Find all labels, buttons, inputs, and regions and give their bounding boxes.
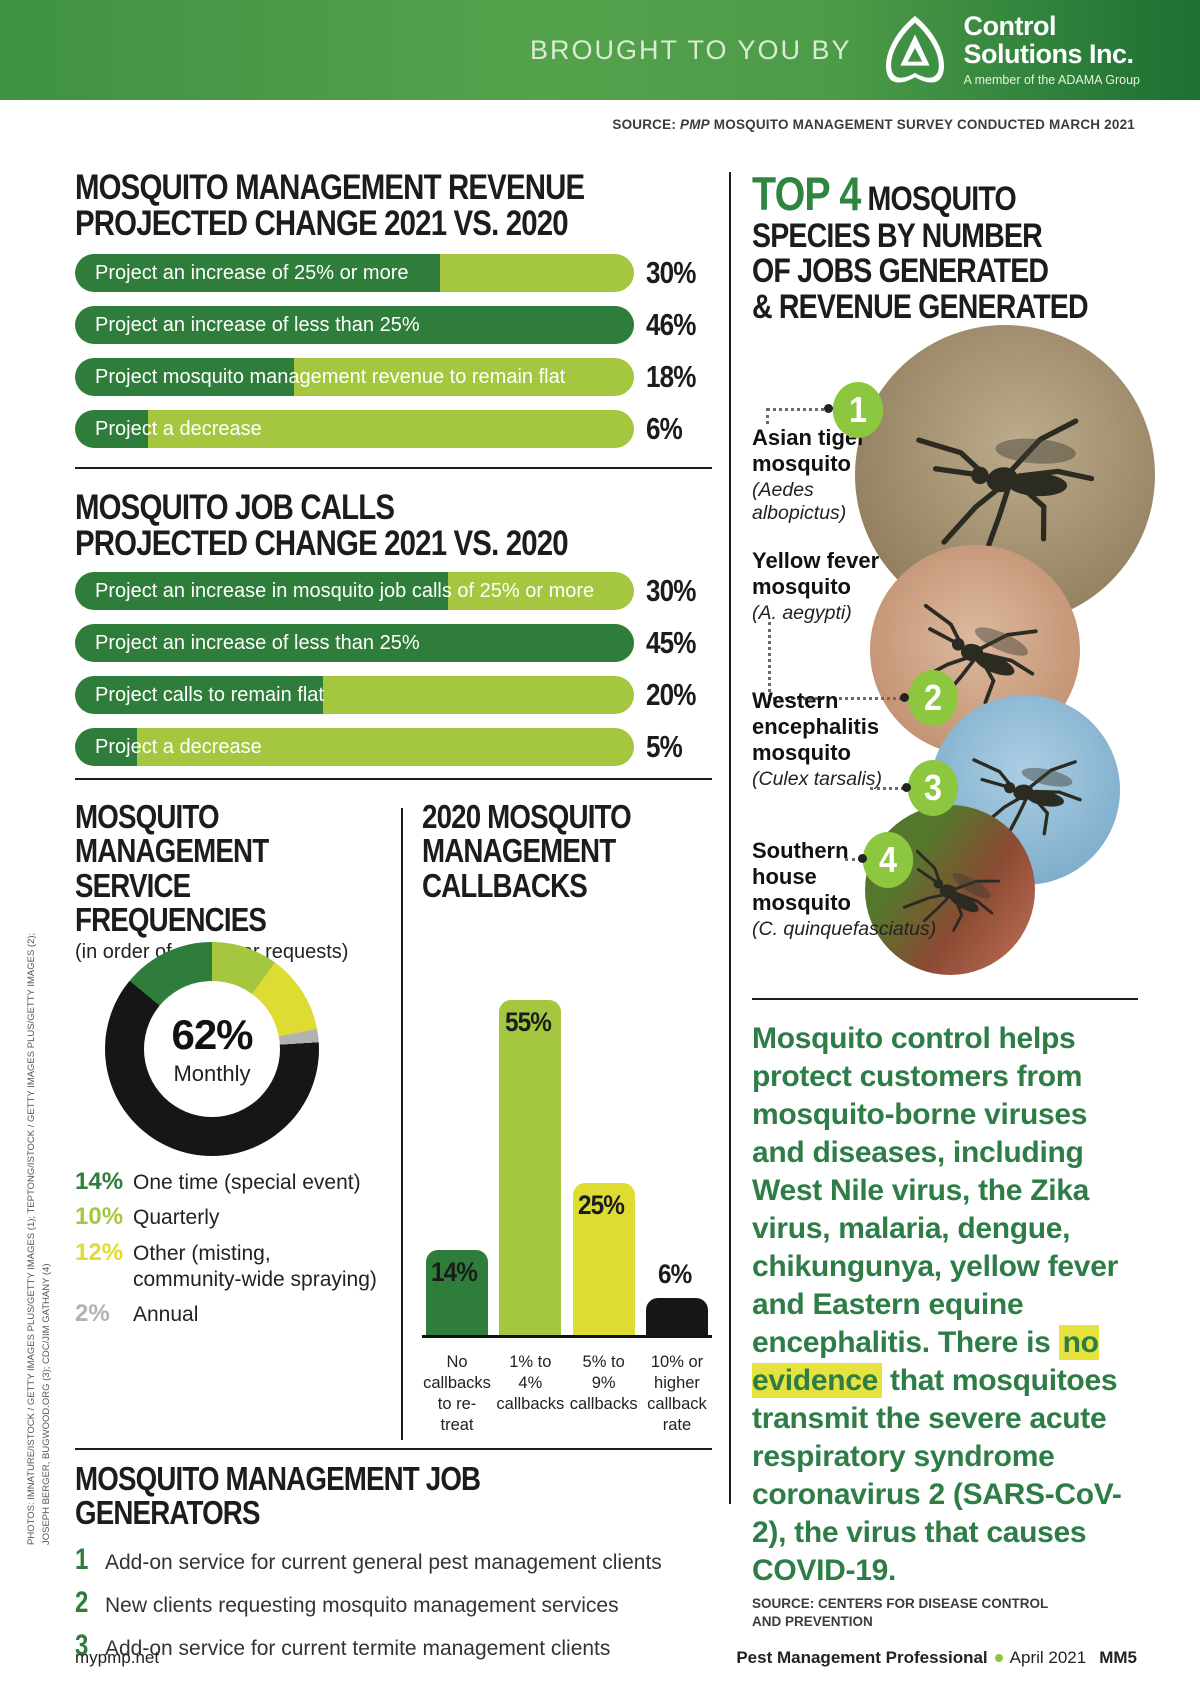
- donut-legend: 14% One time (special event) 10% Quarter…: [75, 1168, 395, 1335]
- bar-value: 25%: [578, 1189, 625, 1220]
- section-divider: [75, 467, 712, 469]
- bullet-icon: [994, 1654, 1003, 1662]
- header-banner: BROUGHT TO YOU BY Control Solutions Inc.…: [0, 0, 1200, 100]
- species-number-badge: 4: [862, 832, 914, 888]
- species-label-2: Yellow fever mosquito (A. aegypti): [752, 548, 880, 624]
- section-divider: [75, 1448, 712, 1450]
- bar-value: 46%: [646, 307, 696, 342]
- callbacks-x-labels: No callbacks to re-treat 1% to 4% callba…: [422, 1352, 712, 1436]
- bar-column: 25%: [572, 1000, 635, 1335]
- calls-chart-title: MOSQUITO JOB CALLS PROJECTED CHANGE 2021…: [75, 488, 569, 564]
- species-number-badge: 2: [907, 670, 959, 726]
- x-label: No callbacks to re-treat: [423, 1353, 491, 1435]
- photo-credits: PHOTOS: IMNATURE/ISTOCK / GETTY IMAGES P…: [26, 932, 53, 1545]
- bar-value: 18%: [646, 359, 696, 394]
- bar-value: 55%: [504, 1007, 552, 1037]
- donut-center-label: Monthly: [173, 1061, 251, 1086]
- bar-column: 55%: [499, 1000, 562, 1335]
- x-label: 1% to 4% callbacks: [496, 1353, 565, 1414]
- species-photo-4: [865, 805, 1035, 975]
- species-number-badge: 3: [907, 760, 959, 816]
- list-item: 2 New clients requesting mosquito manage…: [75, 1585, 619, 1619]
- calls-bar-chart: Project an increase in mosquito job call…: [75, 572, 712, 780]
- bar-value: 30%: [646, 255, 696, 290]
- bar-value: 20%: [646, 677, 696, 712]
- source-publication: PMP: [679, 117, 710, 132]
- bar-value: 45%: [646, 625, 696, 660]
- bar-row: Project a decrease 5%: [75, 728, 712, 766]
- survey-source-line: SOURCE: PMP MOSQUITO MANAGEMENT SURVEY C…: [612, 117, 1135, 132]
- leader-dot: [900, 693, 909, 702]
- bar-row: Project a decrease 6%: [75, 410, 712, 448]
- donut-center-value: 62%: [171, 1011, 253, 1058]
- leader-line: [768, 622, 771, 698]
- bar-row: Project mosquito management revenue to r…: [75, 358, 712, 396]
- footer-page-number: MM5: [1099, 1648, 1137, 1667]
- sub-divider: [401, 808, 403, 1440]
- section-divider: [75, 778, 712, 780]
- bar-row: Project an increase of less than 25% 46%: [75, 306, 712, 344]
- service-frequency-donut-chart: 62% Monthly: [105, 942, 319, 1156]
- bar-column: 6%: [645, 1000, 708, 1335]
- leader-dot: [858, 854, 867, 863]
- brand-name-line2: Solutions Inc.: [963, 39, 1135, 69]
- column-divider: [729, 172, 731, 1504]
- leader-dot: [902, 783, 911, 792]
- footer-issue: April 2021: [1009, 1648, 1087, 1667]
- species-label-1: Asian tiger mosquito (Aedes albopictus): [752, 425, 866, 525]
- cdc-paragraph: Mosquito control helps protect customers…: [752, 1022, 1122, 1587]
- source-rest: MOSQUITO MANAGEMENT SURVEY CONDUCTED MAR…: [709, 117, 1135, 132]
- callbacks-title: 2020 MOSQUITO MANAGEMENT CALLBACKS: [422, 798, 632, 904]
- legend-item: 14% One time (special event): [75, 1168, 361, 1195]
- species-number-badge: 1: [832, 382, 884, 438]
- bar-value: 6%: [646, 411, 683, 446]
- source-prefix: SOURCE:: [612, 117, 680, 132]
- brand-subtitle: A member of the ADAMA Group: [963, 72, 1140, 87]
- species-label-3: Western encephalitis mosquito (Culex tar…: [752, 688, 883, 790]
- bar-row: Project an increase of less than 25% 45%: [75, 624, 712, 662]
- bar-value: 6%: [658, 1259, 692, 1290]
- legend-item: 2% Annual: [75, 1300, 199, 1327]
- leader-line: [768, 697, 908, 700]
- top4-accent: TOP 4: [752, 167, 861, 220]
- revenue-chart-title: MOSQUITO MANAGEMENT REVENUE PROJECTED CH…: [75, 168, 585, 244]
- bar-column: 14%: [426, 1000, 488, 1335]
- leader-line: [766, 408, 832, 411]
- adama-pick-icon: [885, 15, 944, 83]
- list-item: 3 Add-on service for current termite man…: [75, 1628, 611, 1662]
- bar-value: 5%: [646, 729, 683, 764]
- job-generators-section: MOSQUITO MANAGEMENT JOB GENERATORS 1 Add…: [75, 1460, 715, 1672]
- bar-value: 30%: [646, 573, 696, 608]
- callbacks-bar-chart: 14% 55% 25% 6%: [422, 1000, 712, 1338]
- right-column-divider: [752, 998, 1138, 1000]
- bar-value: 14%: [431, 1256, 478, 1287]
- footer-publication: Pest Management Professional April 2021 …: [736, 1648, 1137, 1667]
- leader-line: [766, 408, 769, 424]
- x-label: 10% or higher callback rate: [647, 1353, 707, 1435]
- bar-row: Project an increase of 25% or more 30%: [75, 254, 712, 292]
- bar-row: Project an increase in mosquito job call…: [75, 572, 712, 610]
- revenue-bar-chart: Project an increase of 25% or more 30% P…: [75, 254, 712, 462]
- legend-item: 10% Quarterly: [75, 1203, 220, 1231]
- leader-line: [845, 858, 867, 861]
- species-label-4: Southern house mosquito (C. quinquefasci…: [752, 838, 937, 940]
- cdc-source: SOURCE: CENTERS FOR DISEASE CONTROL AND …: [752, 1596, 1049, 1630]
- job-generators-title: MOSQUITO MANAGEMENT JOB GENERATORS: [75, 1460, 481, 1532]
- list-item: 1 Add-on service for current general pes…: [75, 1542, 662, 1576]
- leader-dot: [824, 404, 833, 413]
- x-label: 5% to 9% callbacks: [569, 1353, 638, 1414]
- control-solutions-logo: Control Solutions Inc. A member of the A…: [878, 12, 1140, 88]
- legend-item: 12% Other (misting, community-wide spray…: [75, 1238, 377, 1291]
- brand-name-line1: Control: [963, 11, 1057, 42]
- donut-center: 62% Monthly: [144, 981, 280, 1117]
- bar-row: Project calls to remain flat 20%: [75, 676, 712, 714]
- top4-title: TOP 4 MOSQUITO SPECIES BY NUMBER OF JOBS…: [752, 167, 1089, 326]
- brought-to-you-by-text: BROUGHT TO YOU BY: [529, 34, 852, 65]
- leader-line: [870, 787, 910, 790]
- site-link[interactable]: mypmp.net: [75, 1648, 160, 1667]
- service-freq-title: MOSQUITO MANAGEMENT SERVICE FREQUENCIES …: [75, 799, 395, 964]
